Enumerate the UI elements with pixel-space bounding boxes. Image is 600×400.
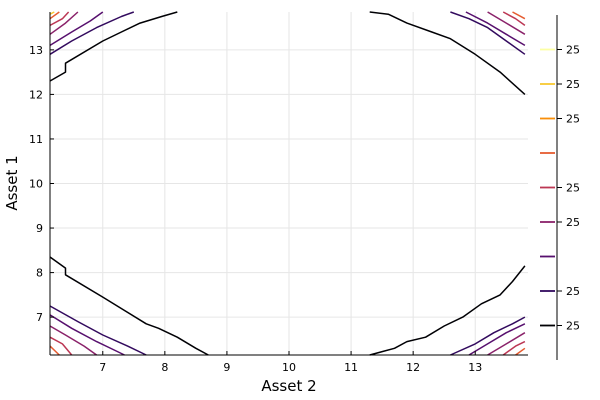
x-axis-label: Asset 2 [261,377,316,395]
x-axis-ticks: 7 8 9 10 11 12 13 [99,351,482,374]
x-tick-label: 8 [161,361,168,374]
contour-line-18 [487,11,526,35]
grid-lines [50,12,528,355]
y-tick-label: 11 [29,133,43,146]
contour-line-4 [369,265,526,356]
x-tick-label: 11 [344,361,358,374]
y-tick-label: 13 [29,44,43,57]
contour-line-25 [515,347,526,356]
colorbar: 25 25 25 25 25 25 25 [540,15,580,360]
x-tick-label: 10 [282,361,296,374]
contour-line-14 [49,11,60,20]
colorbar-tick-label: 25 [566,285,580,298]
y-tick-label: 10 [29,178,43,191]
x-tick-label: 9 [223,361,230,374]
contour-line-11 [49,11,104,47]
contour-line-3 [369,11,526,95]
colorbar-tick-label: 25 [566,44,580,57]
colorbar-tick-label: 25 [566,113,580,126]
contour-line-12 [49,11,79,35]
contour-line-5 [49,305,147,356]
y-tick-label: 8 [36,267,43,280]
contour-line-6 [49,314,125,356]
y-tick-label: 12 [29,88,43,101]
x-tick-label: 13 [468,361,482,374]
colorbar-tick-label: 25 [566,182,580,195]
y-tick-label: 7 [36,311,43,324]
contour-line-15 [49,11,55,15]
y-tick-label: 9 [36,222,43,235]
contour-lines [49,11,526,356]
colorbar-tick-label: 25 [566,320,580,333]
contour-line-20 [512,11,526,20]
contour-line-17 [465,11,526,47]
y-axis-label: Asset 1 [3,155,21,210]
contour-line-2 [49,11,178,82]
contour-line-9 [49,345,60,356]
x-tick-label: 12 [406,361,420,374]
contour-line-7 [49,325,98,356]
contour-line-1 [49,256,209,356]
contour-line-22 [468,323,526,356]
x-tick-label: 7 [99,361,106,374]
contour-line-16 [450,11,526,55]
colorbar-tick-label: 25 [566,78,580,91]
contour-line-21 [450,316,526,356]
contour-line-23 [487,332,526,356]
y-axis-ticks: 7 8 9 10 11 12 13 [29,44,54,324]
contour-line-13 [49,11,70,27]
colorbar-tick-label: 25 [566,216,580,229]
contour-line-24 [502,340,526,356]
contour-line-10 [49,11,135,55]
contour-line-19 [502,11,526,27]
contour-line-8 [49,336,73,356]
